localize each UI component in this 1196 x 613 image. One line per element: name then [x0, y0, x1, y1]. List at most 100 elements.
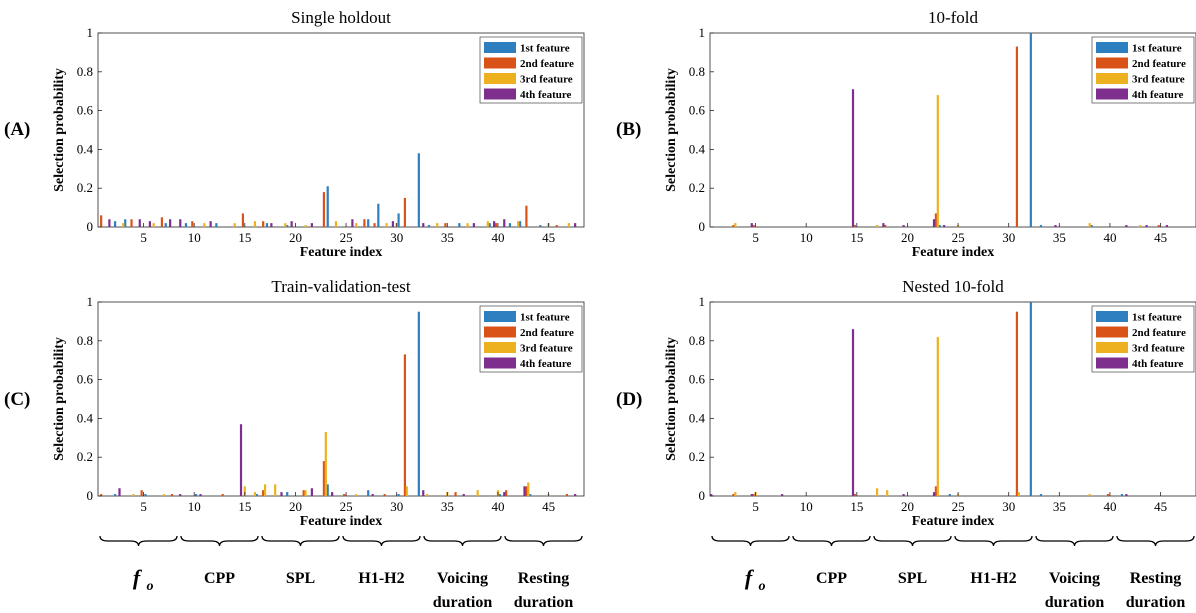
legend-swatch [484, 311, 516, 322]
group-brace [1035, 535, 1114, 547]
group-label: H1-H2 [358, 570, 404, 587]
bar [943, 225, 946, 227]
bar [108, 219, 111, 227]
x-tick-label: 5 [752, 499, 759, 514]
bar [162, 494, 165, 496]
chart-panel: 00.20.40.60.815 10 15 20 25 30 35 40 4510-foldFe… [616, 8, 1196, 260]
bar [422, 490, 425, 496]
bar [710, 494, 713, 496]
group-label: Voicing [1049, 570, 1100, 587]
y-tick-label: 0.6 [689, 372, 706, 387]
bar [265, 223, 269, 227]
bar [367, 219, 370, 227]
bar [130, 219, 133, 227]
bar [882, 223, 885, 227]
bar [326, 484, 329, 496]
group-label: CPP [816, 570, 847, 587]
bar [164, 223, 167, 227]
bar [286, 492, 289, 496]
bar [263, 484, 267, 496]
x-tick-label: 20 [289, 230, 302, 245]
y-tick-label: 0.2 [77, 180, 93, 195]
x-tick-label: 30 [390, 499, 403, 514]
bar [752, 225, 755, 227]
x-axis-label: Feature index [300, 245, 383, 260]
legend-label: 3rd feature [520, 343, 573, 355]
y-tick-label: 0.6 [689, 103, 706, 118]
group-label: Resting [518, 570, 570, 587]
y-tick-label: 0.8 [77, 64, 93, 79]
bar [274, 484, 277, 496]
y-tick-label: 0.2 [689, 180, 705, 195]
legend-swatch [484, 342, 516, 353]
x-tick-label: 35 [441, 499, 454, 514]
plot-frame [97, 32, 585, 228]
y-tick-label: 1 [699, 25, 706, 40]
group-label-line2: duration [1045, 594, 1105, 611]
chart-title: Single holdout [291, 8, 391, 27]
legend-swatch [1096, 342, 1128, 353]
x-tick-label: 5 [752, 230, 759, 245]
bar [203, 223, 206, 227]
group-label-fo-subscript: o [759, 579, 766, 594]
bar [458, 223, 461, 227]
legend-swatch [484, 88, 516, 100]
y-tick-label: 0.6 [77, 372, 94, 387]
bar [373, 223, 376, 227]
bar [529, 494, 532, 496]
legend: 1st feature 2nd feature 3rd feature 4th fea… [479, 36, 583, 104]
legend-label: 1st feature [520, 43, 570, 55]
y-tick-label: 0.2 [77, 449, 93, 464]
bar [518, 221, 522, 227]
bar [179, 219, 182, 227]
bar [122, 223, 125, 227]
bar [322, 461, 326, 496]
x-tick-label: 45 [1154, 230, 1167, 245]
bar [853, 494, 857, 496]
bar [574, 494, 577, 496]
bar [132, 494, 135, 496]
bar [383, 494, 386, 496]
bar [936, 95, 939, 227]
x-tick-label: 5 [140, 499, 147, 514]
legend-swatch [484, 42, 516, 53]
x-tick-label: 10 [800, 499, 813, 514]
bar [304, 490, 307, 496]
bar [385, 223, 388, 227]
x-tick-label: 15 [850, 499, 863, 514]
bar [184, 223, 188, 227]
bar [241, 213, 245, 227]
bar [851, 329, 855, 496]
bar [253, 221, 257, 227]
legend-label: 3rd feature [1132, 343, 1185, 355]
bar [100, 215, 103, 227]
bar [144, 494, 147, 496]
bar [270, 223, 273, 227]
bar [750, 223, 753, 227]
legend: 1st feature 2nd feature 3rd feature 4th fea… [1091, 305, 1195, 373]
bar [517, 221, 520, 227]
bar [253, 492, 257, 496]
bar [1088, 223, 1091, 227]
legend-label: 2nd feature [1132, 58, 1186, 70]
bar [262, 221, 265, 227]
x-tick-label: 45 [542, 499, 555, 514]
bar [486, 221, 489, 227]
bar [752, 494, 755, 496]
legend: 1st feature 2nd feature 3rd feature 4th fea… [479, 305, 583, 373]
bar [427, 225, 431, 227]
bar [454, 492, 457, 496]
bar [508, 223, 512, 227]
bar [405, 486, 408, 496]
bar [239, 424, 243, 496]
bar [948, 494, 951, 496]
x-tick-label: 10 [188, 230, 201, 245]
bar [284, 223, 287, 227]
bar [932, 492, 936, 496]
bar [233, 223, 236, 227]
bar [326, 186, 329, 227]
group-label-line2: duration [433, 594, 493, 611]
bar [113, 221, 117, 227]
legend-label: 1st feature [1132, 312, 1182, 324]
